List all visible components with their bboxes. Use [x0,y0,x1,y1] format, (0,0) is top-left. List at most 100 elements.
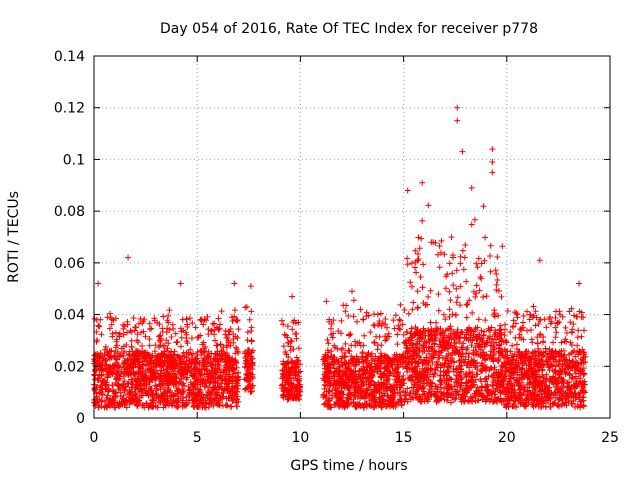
data-point [178,334,185,341]
data-point [183,331,190,338]
data-point [202,343,209,350]
data-point [478,327,485,334]
data-point [450,282,457,289]
data-point [345,313,352,320]
data-point [152,402,159,409]
data-point [206,384,213,391]
data-point [354,356,361,363]
data-point [489,169,496,176]
data-point [115,382,122,389]
data-point [528,336,535,343]
data-point [480,294,487,301]
data-point [364,351,371,358]
data-point [146,342,153,349]
data-point [230,335,237,342]
data-point [380,374,387,381]
data-point [121,378,128,385]
data-point [212,378,219,385]
data-point [363,401,370,408]
data-point [433,397,440,404]
data-point [482,375,489,382]
data-point [421,338,428,345]
data-point [494,382,501,389]
data-point [388,361,395,368]
data-point [428,332,435,339]
data-point [338,346,345,353]
data-point [118,400,125,407]
data-point [188,335,195,342]
data-point [188,351,195,358]
data-point [289,293,296,300]
data-point [329,395,336,402]
data-point [161,348,168,355]
data-point [358,354,365,361]
data-point [405,337,412,344]
data-point [134,401,141,408]
data-point [245,378,252,385]
data-point [325,397,332,404]
data-point [433,319,440,326]
data-point [495,287,502,294]
data-point [476,287,483,294]
data-point [203,380,210,387]
data-point [208,328,215,335]
data-point [399,377,406,384]
data-point [342,353,349,360]
data-point [384,354,391,361]
data-point [474,336,481,343]
data-point [436,264,443,271]
data-point [328,331,335,338]
data-point [128,384,135,391]
data-point [120,373,127,380]
data-point [454,117,461,124]
data-point [493,271,500,278]
data-point [128,328,135,335]
data-point [109,396,116,403]
data-point [420,382,427,389]
data-point [482,317,489,324]
data-point [487,352,494,359]
data-point [105,397,112,404]
data-point [245,364,252,371]
data-point [360,374,367,381]
data-point [497,387,504,394]
data-point [172,330,179,337]
data-point [457,260,464,267]
data-point [428,366,435,373]
data-point [143,381,150,388]
data-point [417,274,424,281]
data-point [388,397,395,404]
data-point [123,396,130,403]
data-point [492,372,499,379]
data-point [204,394,211,401]
data-point [149,391,156,398]
data-point [131,386,138,393]
data-point [429,337,436,344]
data-point [180,388,187,395]
data-point [540,338,547,345]
data-point [474,264,481,271]
data-point [320,394,327,401]
data-point [496,341,503,348]
data-point [102,343,109,350]
data-point [434,251,441,258]
data-point [350,313,357,320]
data-point [102,358,109,365]
data-point [417,398,424,405]
data-point [400,380,407,387]
data-point [346,371,353,378]
data-point [383,386,390,393]
data-point [442,369,449,376]
data-point [394,355,401,362]
data-point [171,356,178,363]
data-point [327,404,334,411]
data-point [482,357,489,364]
data-point [458,328,465,335]
data-point [385,368,392,375]
data-point [115,362,122,369]
data-point [366,373,373,380]
data-point [338,317,345,324]
data-point [462,393,469,400]
data-point [485,388,492,395]
